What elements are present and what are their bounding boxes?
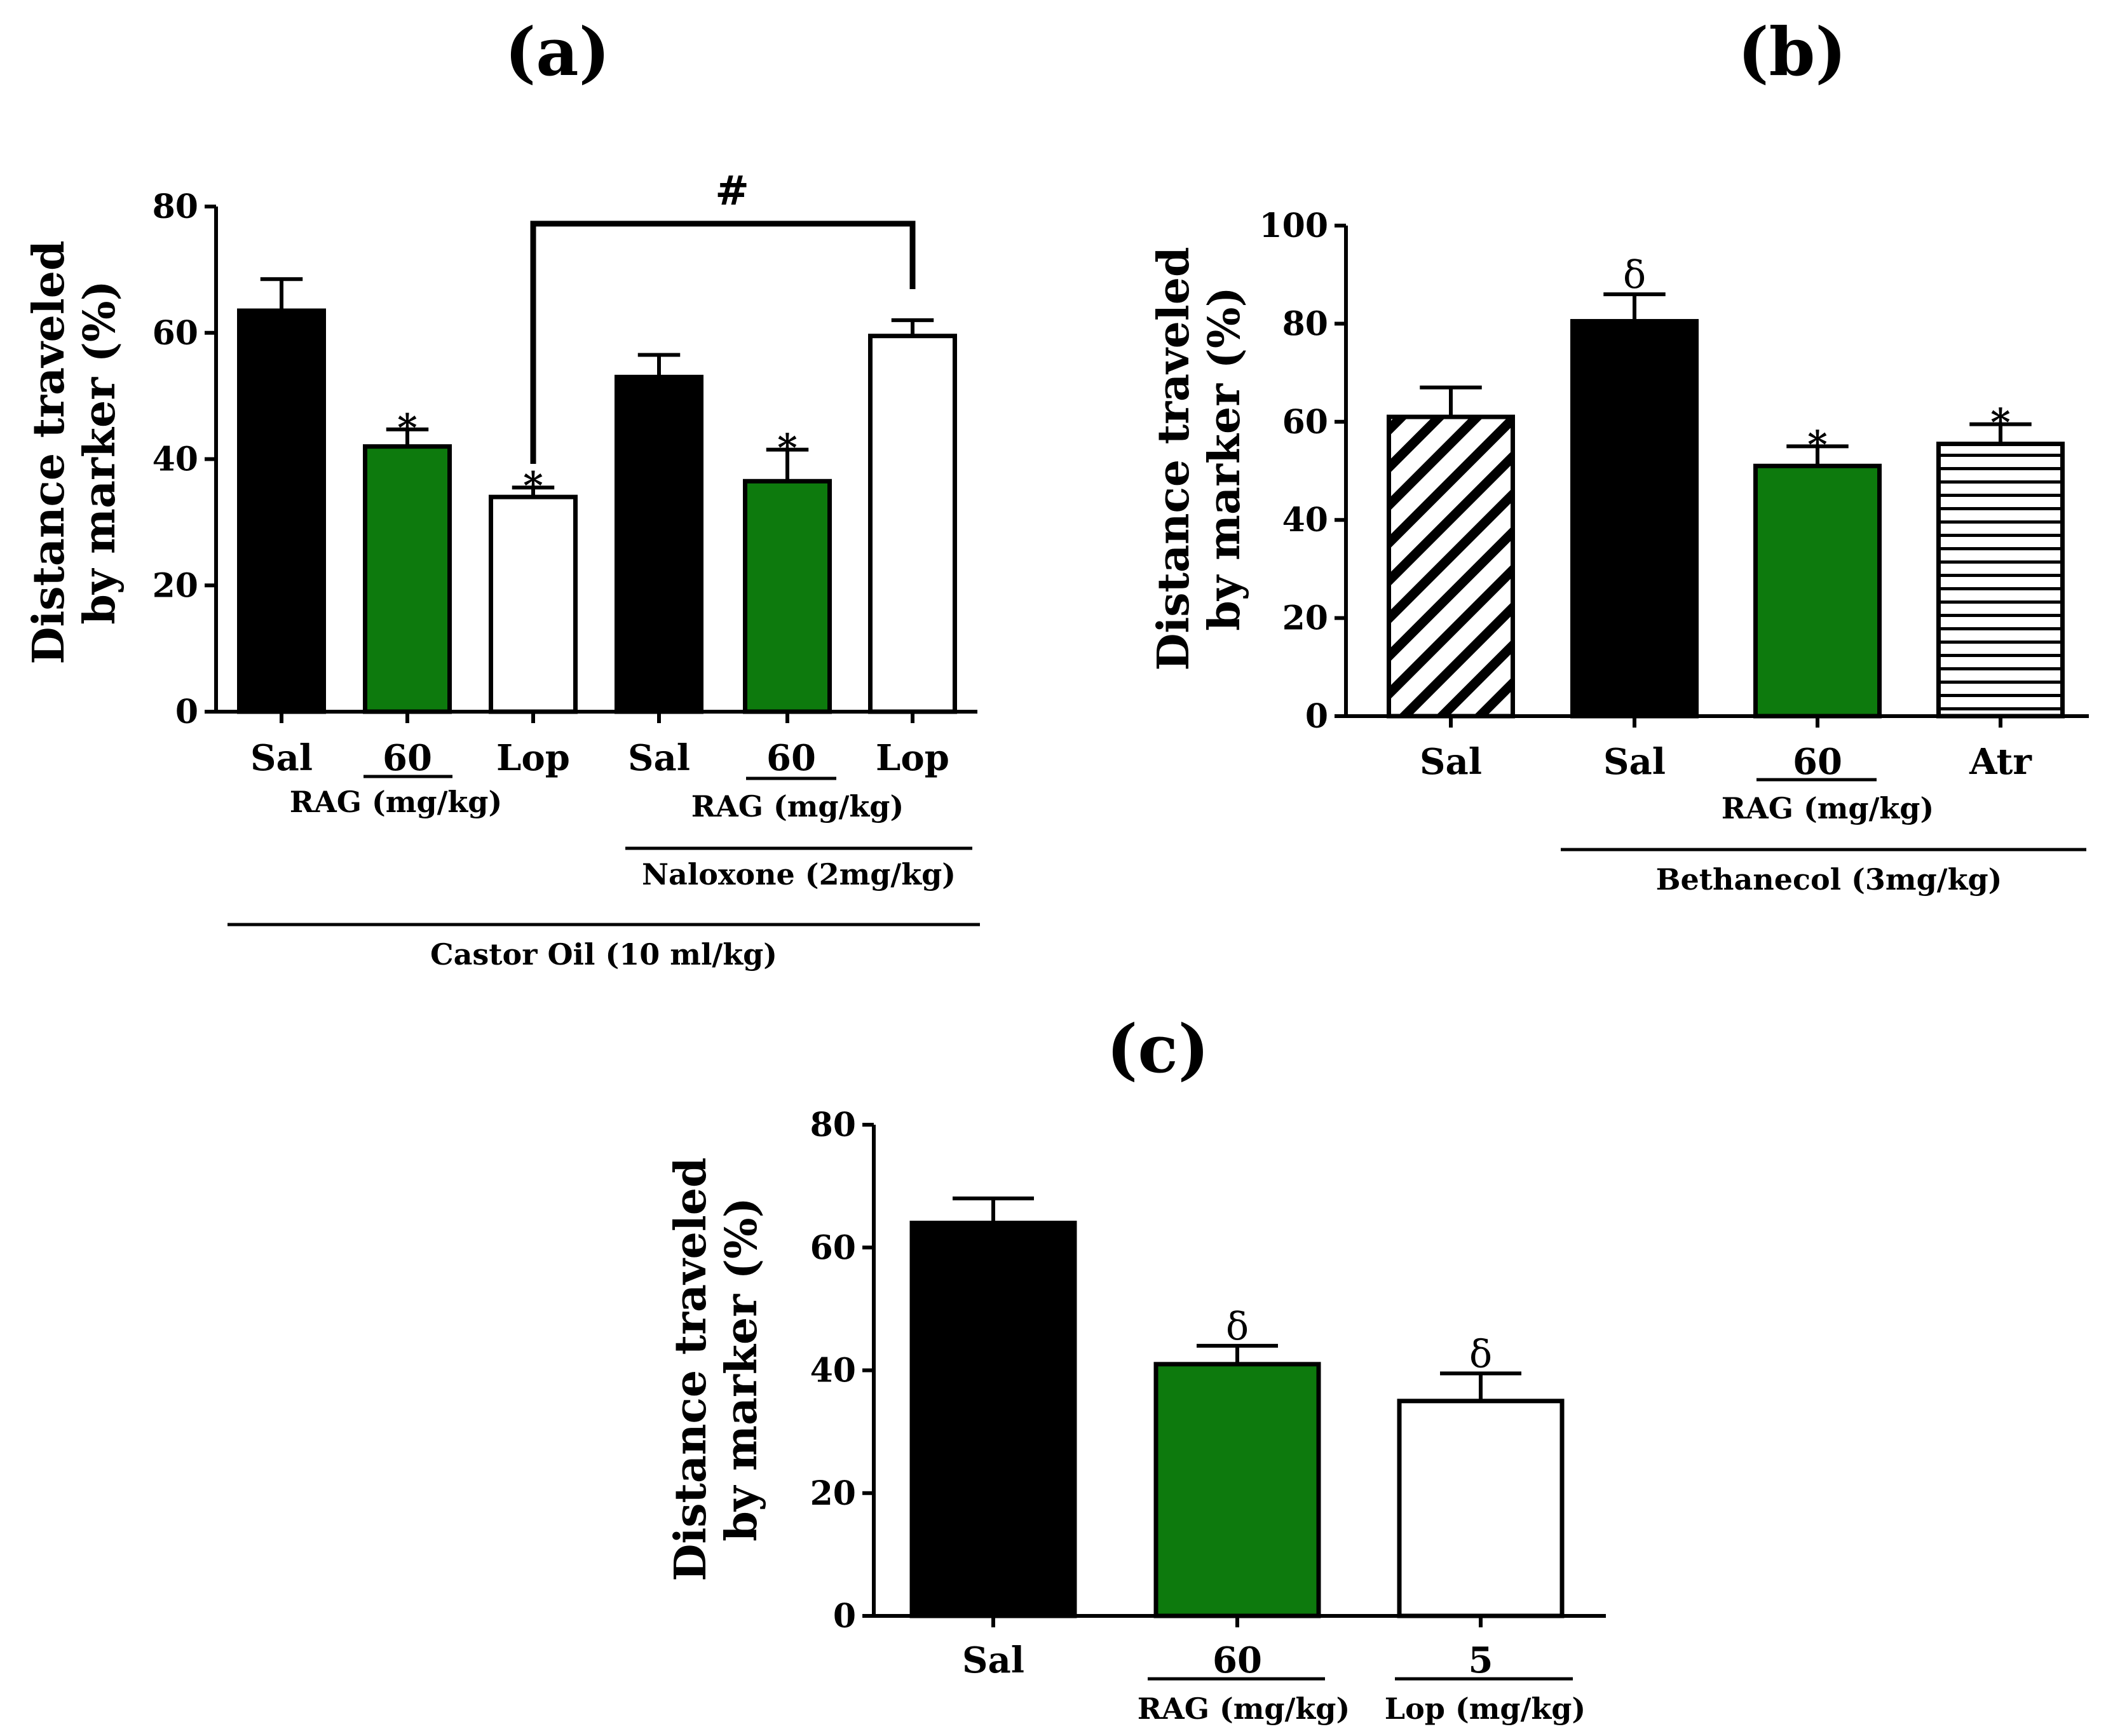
panel-a-category-label: 60: [766, 737, 816, 779]
panel-a-bar: [615, 374, 703, 714]
panel-a-y-tick-label: 20: [153, 566, 198, 605]
panel-b-x-ticks: [1449, 716, 2002, 728]
panel-a-y-tick-label: 80: [153, 187, 198, 226]
panel-c: (c) Distance traveled by marker (%) 0 20 4…: [665, 1010, 1606, 1726]
panel-b-y-axis-title: Distance traveled by marker (%): [1148, 247, 1250, 670]
panel-b-y-axis: 0 20 40 60 80 100: [1259, 207, 1346, 736]
panel-b-bar: [1753, 463, 1882, 719]
panel-a-group-label-naloxone: Naloxone (2mg/kg): [642, 857, 956, 892]
panel-b: (b) Distance traveled by marker (%) 0 20 4…: [1148, 13, 2089, 897]
panel-c-group-label-rag: RAG (mg/kg): [1138, 1692, 1350, 1726]
panel-b-bar: [1570, 319, 1699, 719]
panel-c-y-axis: 0 20 40 60 80: [810, 1106, 874, 1636]
panel-a-y-axis-title-line-1: Distance traveled: [24, 240, 74, 664]
panel-a-bar: [489, 494, 578, 714]
panel-a-y-tick-label: 0: [175, 693, 198, 731]
panel-a-y-axis: 0 20 40 60 80: [153, 187, 216, 731]
panel-c-y-tick-label: 0: [833, 1597, 856, 1636]
panel-c-y-tick-label: 60: [810, 1228, 856, 1267]
panel-b-bar: [1387, 414, 1515, 719]
panel-b-y-tick-label: 0: [1305, 697, 1328, 736]
panel-c-y-axis-title-line-2: by marker (%): [716, 1197, 767, 1541]
panel-b-significance-marker: δ: [1623, 253, 1646, 297]
panel-b-group-label-bethanecol: Bethanecol (3mg/kg): [1656, 862, 2002, 897]
panel-a-bar: [237, 308, 326, 714]
panel-a-x-ticks: [280, 712, 914, 723]
panel-a-bars: * * *: [237, 277, 957, 714]
panel-c-bar: [1397, 1399, 1565, 1618]
panel-b-category-label: 60: [1793, 741, 1842, 783]
panel-a-category-label: 60: [383, 737, 432, 779]
panel-a-label: (a): [505, 13, 610, 91]
panel-b-y-tick-label: 100: [1259, 207, 1328, 245]
panel-a-bar: [868, 334, 957, 714]
panel-c-y-tick-label: 20: [810, 1474, 856, 1513]
panel-a-significance-marker: *: [397, 406, 417, 451]
panel-c-y-axis-title: Distance traveled by marker (%): [665, 1157, 767, 1581]
panel-a-category-label: Lop: [496, 737, 570, 779]
panel-c-y-axis-title-line-1: Distance traveled: [665, 1157, 716, 1581]
panel-b-significance-marker: *: [1807, 423, 1827, 467]
panel-c-category-label: Sal: [962, 1639, 1024, 1681]
panel-b-bar: [1936, 442, 2065, 719]
panel-a-category-label: Sal: [250, 737, 313, 779]
panel-c-significance-marker: δ: [1226, 1305, 1249, 1349]
panel-a-bracket-label: #: [715, 167, 749, 215]
panel-a-group-label-rag-1: RAG (mg/kg): [290, 785, 502, 819]
panel-b-y-axis-title-line-2: by marker (%): [1199, 287, 1250, 630]
panel-b-y-tick-label: 20: [1282, 599, 1328, 638]
panel-b-group-label-rag: RAG (mg/kg): [1722, 791, 1934, 825]
panel-c-bar: [909, 1221, 1077, 1618]
panel-b-bars: δ * *: [1387, 253, 2065, 719]
panel-c-x-ticks: [991, 1616, 1483, 1627]
panel-b-significance-marker: *: [1990, 401, 2010, 445]
panel-a-y-tick-label: 40: [153, 440, 198, 479]
panel-c-significance-marker: δ: [1469, 1332, 1492, 1376]
panel-a-y-axis-title: Distance traveled by marker (%): [24, 240, 125, 664]
panel-a-group-label-castor-oil: Castor Oil (10 ml/kg): [430, 937, 777, 972]
panel-a-significance-marker: *: [523, 464, 543, 508]
panel-a-y-axis-title-line-2: by marker (%): [74, 280, 125, 624]
panel-c-category-label: 60: [1213, 1639, 1262, 1681]
panel-c-bars: δδ: [909, 1196, 1565, 1618]
panel-b-category-label: Sal: [1603, 741, 1666, 783]
panel-c-category-label: 5: [1469, 1639, 1493, 1681]
panel-a: (a) Distance traveled by marker (%) 0 20 4…: [24, 13, 980, 972]
panel-c-group-label-lop: Lop (mg/kg): [1385, 1692, 1586, 1726]
panel-a-significance-marker: *: [777, 426, 797, 471]
panel-a-significance-bracket: [530, 220, 916, 464]
panel-b-y-tick-label: 80: [1282, 304, 1328, 343]
panel-a-bar: [363, 444, 452, 714]
panel-b-category-label: Atr: [1969, 741, 2032, 783]
panel-b-y-tick-label: 60: [1282, 403, 1328, 442]
panel-b-category-label: Sal: [1420, 741, 1482, 783]
panel-b-y-axis-title-line-1: Distance traveled: [1148, 247, 1199, 670]
panel-a-y-tick-label: 60: [153, 314, 198, 353]
panel-a-group-label-rag-2: RAG (mg/kg): [691, 789, 904, 824]
panel-c-bar: [1153, 1362, 1321, 1618]
panel-c-y-tick-label: 40: [810, 1352, 856, 1390]
panel-c-label: (c): [1106, 1010, 1209, 1088]
panel-a-bar: [743, 478, 832, 714]
panel-a-category-label: Sal: [628, 737, 690, 779]
panel-b-y-tick-label: 40: [1282, 501, 1328, 539]
panel-c-y-tick-label: 80: [810, 1106, 856, 1144]
panel-b-label: (b): [1737, 13, 1846, 91]
panel-a-category-label: Lop: [876, 737, 949, 779]
